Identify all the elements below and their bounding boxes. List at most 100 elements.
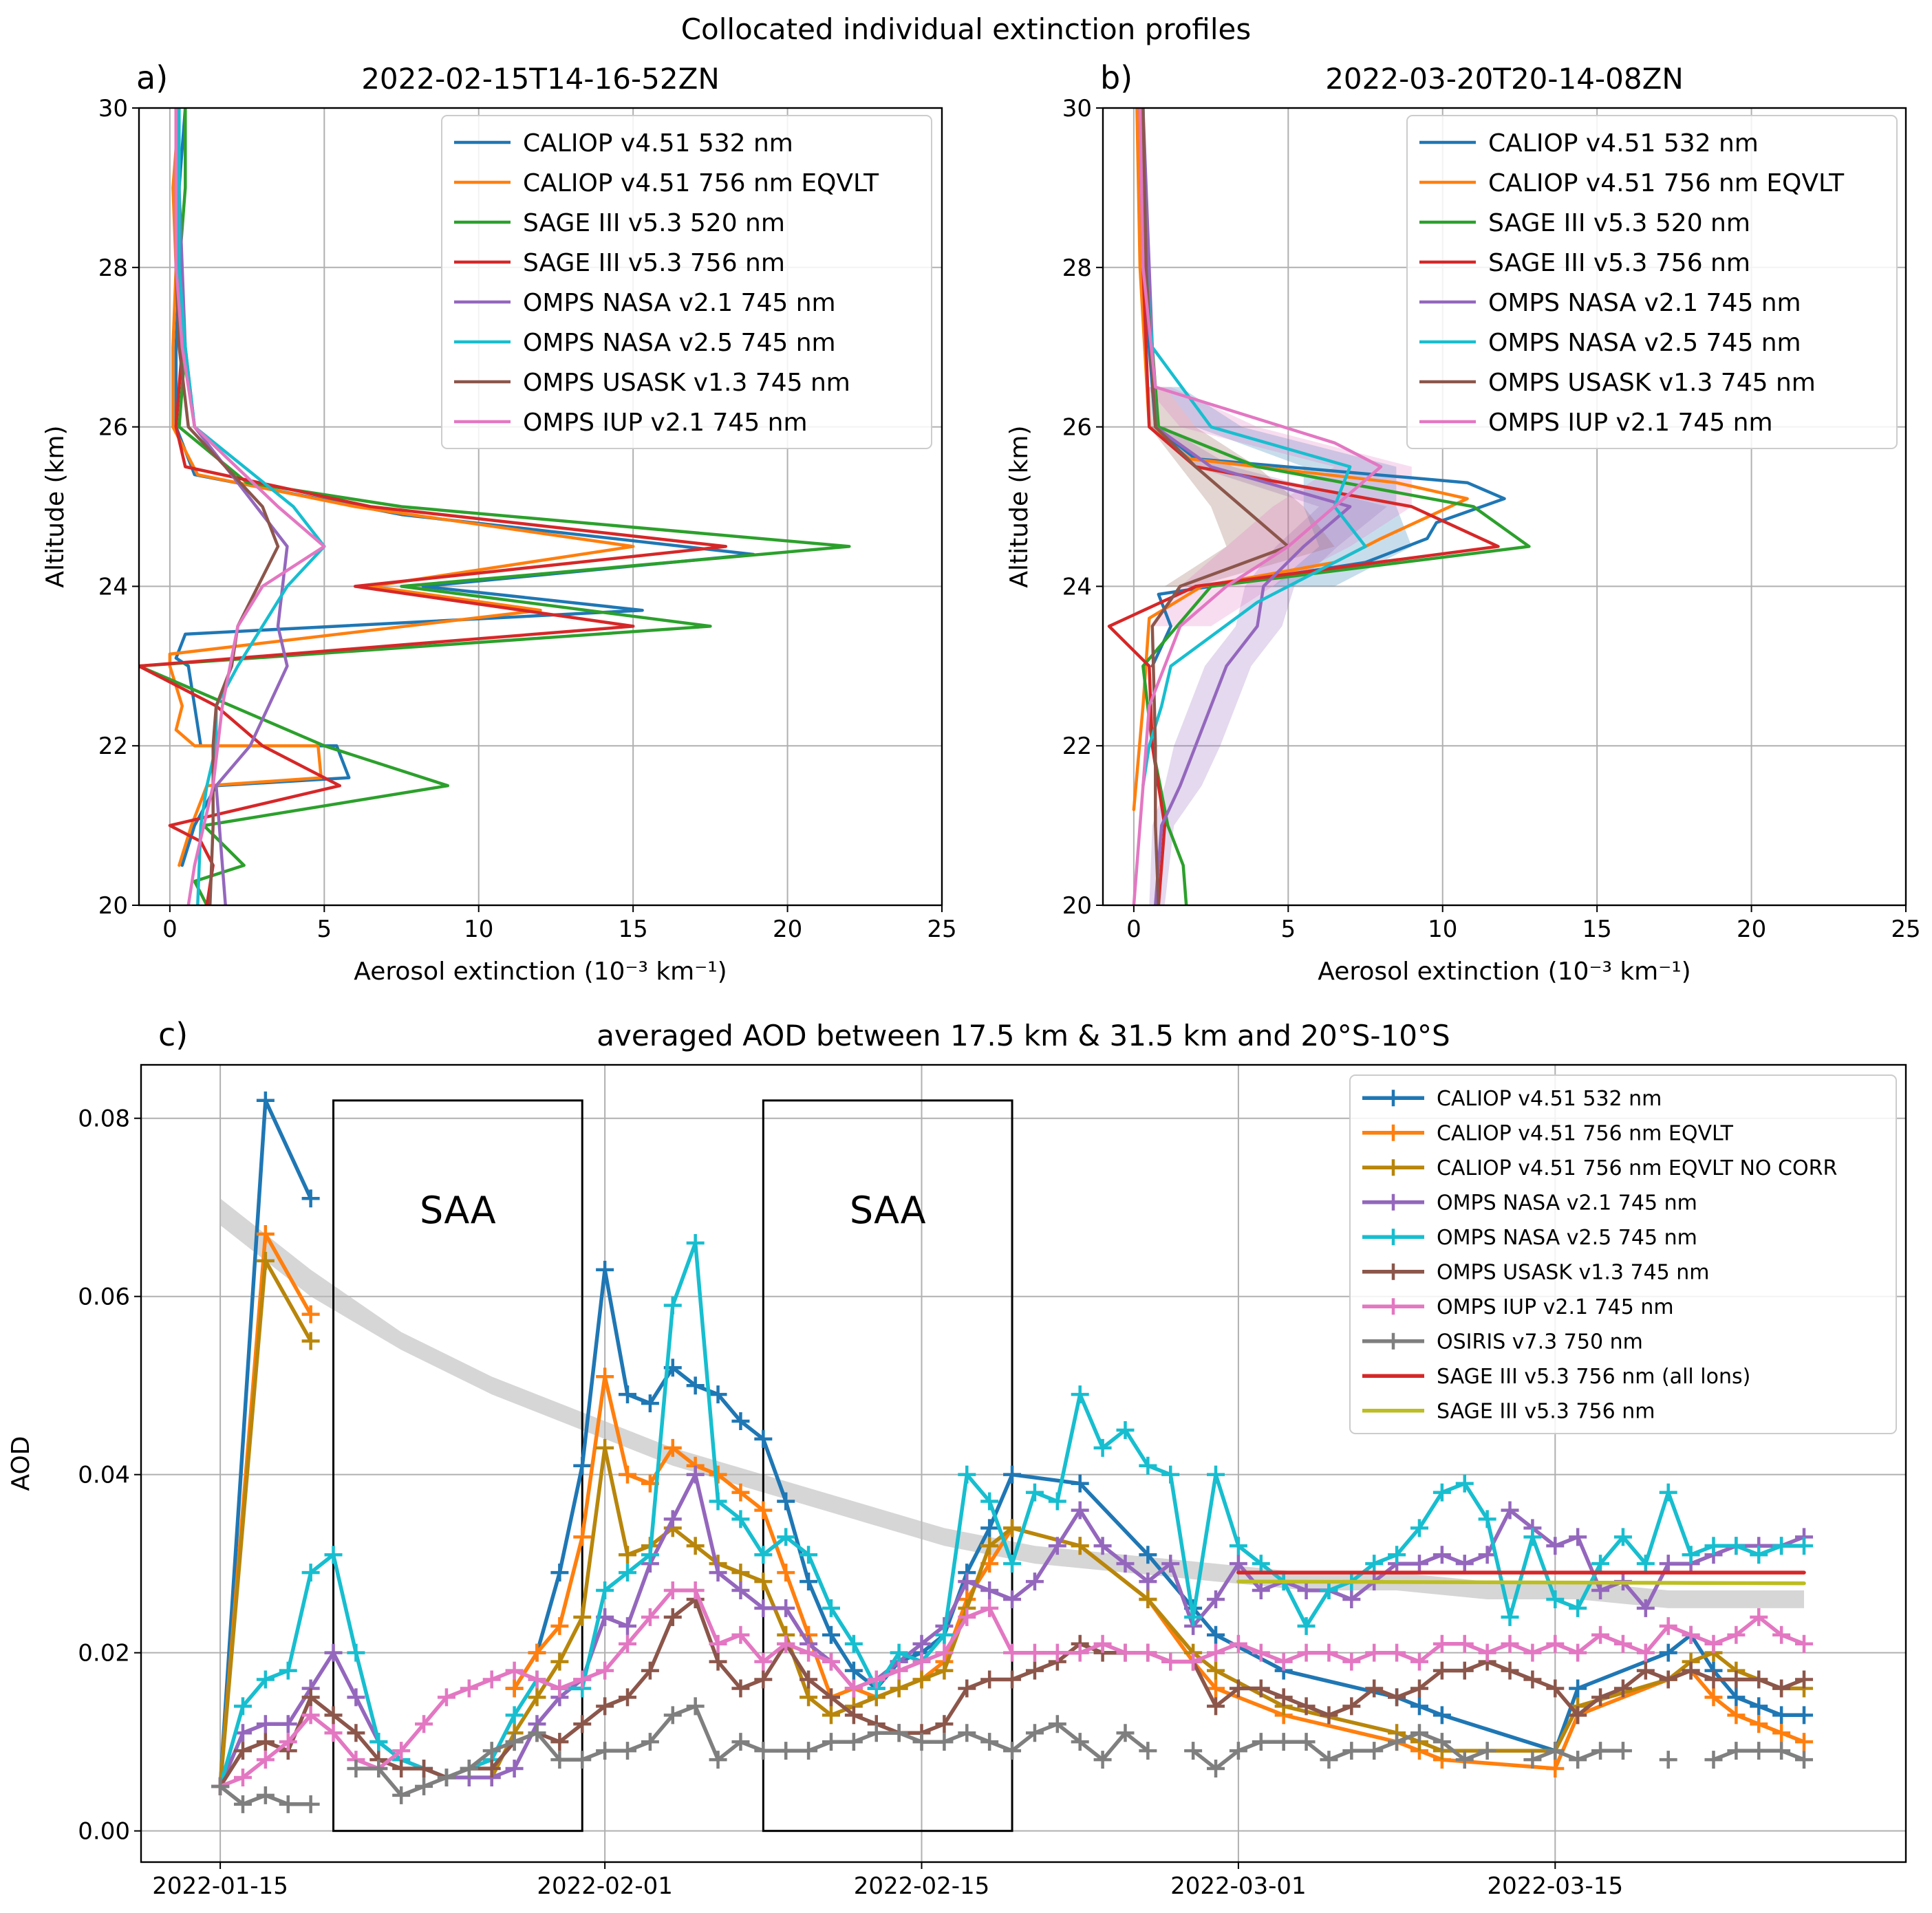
data-point bbox=[1613, 1634, 1632, 1653]
data-point bbox=[505, 1661, 524, 1680]
data-point bbox=[686, 1465, 705, 1484]
data-point bbox=[731, 1625, 750, 1644]
data-point bbox=[935, 1733, 954, 1751]
data-point bbox=[324, 1643, 343, 1662]
data-point bbox=[1795, 1537, 1814, 1555]
data-point bbox=[392, 1786, 411, 1804]
legend-marker bbox=[1385, 1159, 1402, 1176]
data-point bbox=[1659, 1483, 1677, 1502]
data-point bbox=[369, 1733, 388, 1751]
y-tick-label: 24 bbox=[98, 573, 128, 601]
legend-marker bbox=[1385, 1229, 1402, 1246]
data-point bbox=[550, 1617, 569, 1635]
data-point bbox=[1410, 1679, 1428, 1698]
data-point bbox=[1207, 1643, 1225, 1662]
data-point bbox=[1229, 1555, 1247, 1573]
data-point bbox=[550, 1652, 569, 1671]
legend-item: CALIOP v4.51 756 nm EQVLT bbox=[454, 169, 879, 197]
data-point bbox=[1207, 1625, 1225, 1644]
legend-item: SAGE III v5.3 756 nm bbox=[1419, 249, 1750, 277]
data-point bbox=[641, 1546, 659, 1564]
data-point bbox=[233, 1742, 252, 1760]
data-point bbox=[912, 1652, 931, 1671]
data-point bbox=[233, 1768, 252, 1786]
data-point bbox=[415, 1715, 433, 1733]
data-point bbox=[1772, 1625, 1791, 1644]
data-point bbox=[1523, 1643, 1542, 1662]
data-point bbox=[619, 1564, 637, 1582]
data-point bbox=[1432, 1546, 1451, 1564]
data-point bbox=[279, 1661, 297, 1680]
data-point bbox=[912, 1634, 931, 1653]
data-point bbox=[347, 1760, 365, 1778]
data-point bbox=[279, 1715, 297, 1733]
panel-label: c) bbox=[158, 1016, 188, 1053]
x-axis-label: Aerosol extinction (10⁻³ km⁻¹) bbox=[354, 958, 727, 986]
data-point bbox=[1750, 1546, 1768, 1564]
data-point bbox=[460, 1679, 478, 1698]
data-point bbox=[1569, 1751, 1587, 1769]
data-point bbox=[844, 1661, 863, 1680]
data-point bbox=[641, 1733, 659, 1751]
data-point bbox=[844, 1733, 863, 1751]
data-point bbox=[1093, 1537, 1112, 1555]
data-point bbox=[256, 1251, 275, 1270]
data-point bbox=[1569, 1706, 1587, 1725]
data-point bbox=[324, 1706, 343, 1725]
data-point bbox=[1659, 1670, 1677, 1689]
data-point bbox=[256, 1715, 275, 1733]
series-caliop-v4-51-756-nm-eqvlt bbox=[168, 108, 635, 867]
legend-item: SAGE III v5.3 756 nm bbox=[1362, 1400, 1655, 1424]
data-point bbox=[1320, 1643, 1338, 1662]
data-point bbox=[1546, 1760, 1565, 1778]
data-point bbox=[301, 1688, 320, 1707]
legend-label: OMPS NASA v2.1 745 nm bbox=[523, 289, 836, 317]
data-point bbox=[980, 1670, 999, 1689]
data-point bbox=[1501, 1634, 1519, 1653]
data-point bbox=[890, 1724, 908, 1742]
data-point bbox=[822, 1625, 840, 1644]
data-point bbox=[1501, 1501, 1519, 1520]
data-point bbox=[1478, 1742, 1496, 1760]
data-point bbox=[1139, 1742, 1157, 1760]
data-point bbox=[619, 1617, 637, 1635]
y-tick-label: 0.02 bbox=[78, 1640, 130, 1667]
data-point bbox=[1659, 1751, 1677, 1769]
panel-title: 2022-03-20T20-14-08ZN bbox=[1325, 62, 1684, 96]
legend-label: SAGE III v5.3 756 nm (all lons) bbox=[1437, 1365, 1750, 1389]
data-point bbox=[1546, 1679, 1565, 1698]
data-point bbox=[1342, 1697, 1361, 1716]
data-point bbox=[596, 1581, 614, 1600]
data-point bbox=[1297, 1697, 1316, 1716]
data-point bbox=[528, 1670, 546, 1689]
data-point bbox=[1432, 1706, 1451, 1725]
legend-item: OMPS NASA v2.5 745 nm bbox=[454, 329, 836, 357]
data-point bbox=[301, 1564, 320, 1582]
data-point bbox=[1432, 1733, 1451, 1751]
data-point bbox=[1139, 1590, 1157, 1608]
data-point bbox=[1455, 1474, 1474, 1493]
plot-area bbox=[211, 1091, 1814, 1833]
series-omps-iup-v2-1-745-nm bbox=[1132, 108, 1383, 905]
legend-item: SAGE III v5.3 520 nm bbox=[1419, 209, 1750, 237]
data-point bbox=[709, 1634, 727, 1653]
data-point bbox=[528, 1724, 546, 1742]
data-point bbox=[573, 1715, 592, 1733]
data-point bbox=[1727, 1670, 1746, 1689]
data-point bbox=[686, 1233, 705, 1252]
data-point bbox=[844, 1634, 863, 1653]
data-point bbox=[1795, 1634, 1814, 1653]
data-point bbox=[573, 1456, 592, 1475]
legend-item: OMPS IUP v2.1 745 nm bbox=[1362, 1295, 1674, 1319]
data-point bbox=[1003, 1519, 1022, 1537]
legend-label: OMPS IUP v2.1 745 nm bbox=[523, 409, 808, 437]
data-point bbox=[1410, 1697, 1428, 1716]
data-point bbox=[1569, 1679, 1587, 1698]
data-point bbox=[1523, 1528, 1542, 1546]
data-point bbox=[256, 1670, 275, 1689]
data-point bbox=[709, 1385, 727, 1404]
data-point bbox=[528, 1643, 546, 1662]
data-point bbox=[1071, 1537, 1089, 1555]
data-point bbox=[1750, 1608, 1768, 1626]
legend: CALIOP v4.51 532 nm CALIOP v4.51 756 nm E… bbox=[441, 115, 932, 449]
